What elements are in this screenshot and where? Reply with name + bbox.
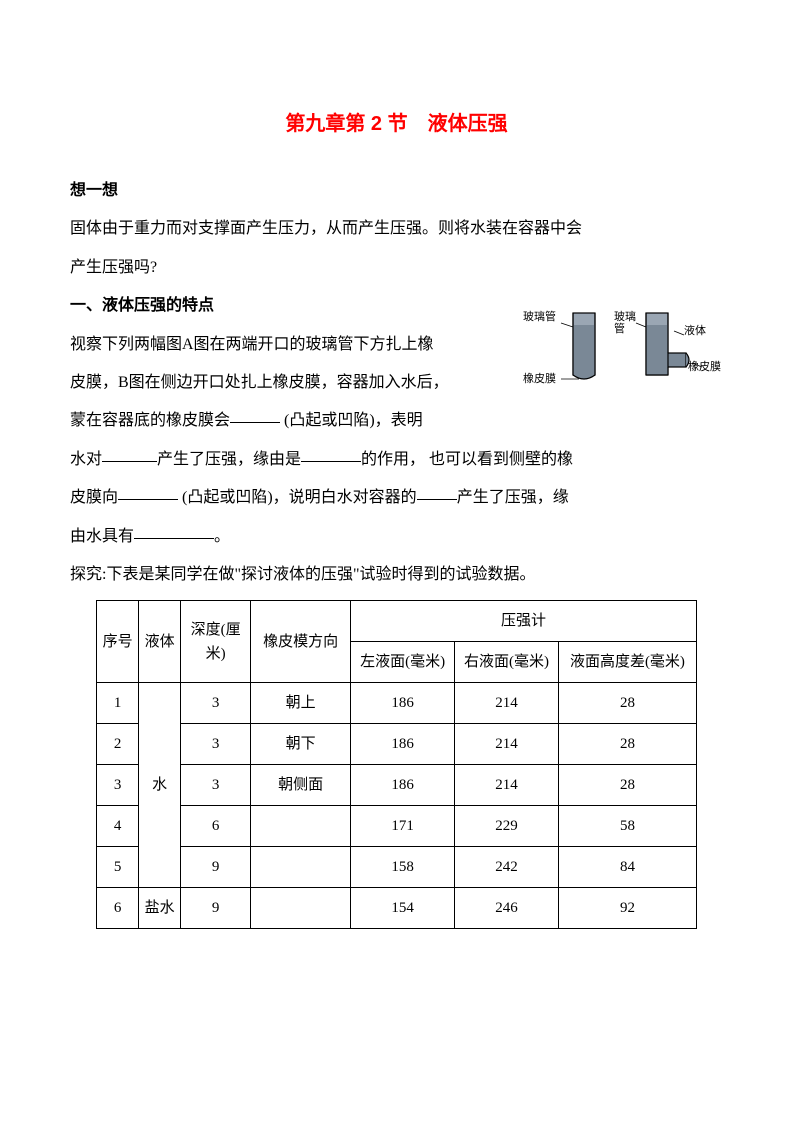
cell-diff: 58 — [559, 806, 697, 847]
section1-line6: 由水具有 。 — [70, 518, 723, 556]
cell-dir: 朝下 — [251, 724, 351, 765]
table-row: 1 水 3 朝上 186 214 28 — [97, 683, 697, 724]
cell-left: 171 — [351, 806, 455, 847]
th-gauge: 压强计 — [351, 601, 697, 642]
cell-diff: 92 — [559, 888, 697, 929]
table-row: 4 6 171 229 58 — [97, 806, 697, 847]
text: 皮膜，B图在侧边开口处扎上橡皮膜，容器加入水后， — [70, 374, 449, 391]
cell-dir: 朝侧面 — [251, 765, 351, 806]
table-row: 2 3 朝下 186 214 28 — [97, 724, 697, 765]
cell-liquid-water: 水 — [139, 683, 181, 888]
th-dir: 橡皮模方向 — [251, 601, 351, 683]
cell-diff: 28 — [559, 765, 697, 806]
cell-diff: 28 — [559, 683, 697, 724]
cell-depth: 9 — [181, 847, 251, 888]
cell-dir: 朝上 — [251, 683, 351, 724]
blank-target2 — [417, 484, 457, 500]
cell-depth: 3 — [181, 724, 251, 765]
cell-depth: 3 — [181, 683, 251, 724]
cell-num: 1 — [97, 683, 139, 724]
text: 的作用， 也可以看到侧壁的橡 — [361, 451, 573, 468]
th-liquid: 液体 — [139, 601, 181, 683]
text: 视察下列两幅图A图在两端开口的玻璃管下方扎上橡 — [70, 336, 434, 353]
cell-dir — [251, 806, 351, 847]
cell-left: 186 — [351, 683, 455, 724]
cell-right: 229 — [455, 806, 559, 847]
label-membrane-b: 橡皮膜 — [688, 361, 721, 373]
blank-reason — [301, 446, 361, 462]
label-liquid-b: 液体 — [684, 325, 706, 337]
text: 水对 — [70, 451, 102, 468]
cell-right: 214 — [455, 683, 559, 724]
text: 产生了压强，缘 — [457, 489, 569, 506]
cell-num: 5 — [97, 847, 139, 888]
data-table: 序号 液体 深度(厘米) 橡皮模方向 压强计 左液面(毫米) 右液面(毫米) 液… — [96, 600, 697, 929]
figure-b: 玻璃管 液体 橡皮膜 — [628, 305, 723, 405]
cell-right: 214 — [455, 724, 559, 765]
text: 产生了压强，缘由是 — [157, 451, 301, 468]
cell-diff: 28 — [559, 724, 697, 765]
table-header-row1: 序号 液体 深度(厘米) 橡皮模方向 压强计 — [97, 601, 697, 642]
blank-property — [134, 523, 214, 539]
blank-membrane-shape — [230, 407, 280, 423]
cell-dir — [251, 847, 351, 888]
think-paragraph-line1: 固体由于重力而对支撑面产生压力，从而产生压强。则将水装在容器中会 — [70, 210, 723, 248]
blank-side-shape — [118, 484, 178, 500]
cell-right: 246 — [455, 888, 559, 929]
cell-right: 242 — [455, 847, 559, 888]
section1-line4: 水对 产生了压强，缘由是 的作用， 也可以看到侧壁的橡 — [70, 441, 723, 479]
page-title: 第九章第 2 节 液体压强 — [70, 100, 723, 148]
cell-right: 214 — [455, 765, 559, 806]
cell-num: 4 — [97, 806, 139, 847]
label-glass-b: 玻璃管 — [614, 311, 638, 335]
think-heading: 想一想 — [70, 172, 723, 210]
cell-depth: 3 — [181, 765, 251, 806]
think-paragraph-line2: 产生压强吗? — [70, 249, 723, 287]
explore-paragraph: 探究:下表是某同学在做"探讨液体的压强"试验时得到的试验数据。 — [70, 556, 723, 594]
cell-depth: 9 — [181, 888, 251, 929]
th-right: 右液面(毫米) — [455, 642, 559, 683]
text: 由水具有 — [70, 528, 134, 545]
blank-target1 — [102, 446, 157, 462]
tube-b-svg — [628, 305, 723, 405]
cell-num: 3 — [97, 765, 139, 806]
cell-num: 2 — [97, 724, 139, 765]
text: 蒙在容器底的橡皮膜会 — [70, 412, 230, 429]
cell-dir — [251, 888, 351, 929]
text: (凸起或凹陷)，说明白水对容器的 — [178, 489, 417, 506]
cell-left: 158 — [351, 847, 455, 888]
section1-line3: 蒙在容器底的橡皮膜会 (凸起或凹陷)，表明 — [70, 402, 723, 440]
text: 。 — [214, 528, 230, 545]
label-glass-a: 玻璃管 — [523, 311, 556, 323]
table-row: 3 3 朝侧面 186 214 28 — [97, 765, 697, 806]
th-left: 左液面(毫米) — [351, 642, 455, 683]
label-membrane-a: 橡皮膜 — [523, 373, 556, 385]
figure-a: 玻璃管 橡皮膜 — [523, 305, 618, 405]
cell-depth: 6 — [181, 806, 251, 847]
section1-line5: 皮膜向 (凸起或凹陷)，说明白水对容器的 产生了压强，缘 — [70, 479, 723, 517]
cell-left: 154 — [351, 888, 455, 929]
th-num: 序号 — [97, 601, 139, 683]
table-row: 6 盐水 9 154 246 92 — [97, 888, 697, 929]
cell-left: 186 — [351, 765, 455, 806]
table-row: 5 9 158 242 84 — [97, 847, 697, 888]
figure-container: 玻璃管 橡皮膜 玻璃管 液体 橡皮膜 — [523, 305, 723, 405]
cell-liquid-salt: 盐水 — [139, 888, 181, 929]
th-diff: 液面高度差(毫米) — [559, 642, 697, 683]
cell-diff: 84 — [559, 847, 697, 888]
cell-left: 186 — [351, 724, 455, 765]
text: (凸起或凹陷)，表明 — [280, 412, 423, 429]
text: 皮膜向 — [70, 489, 118, 506]
cell-num: 6 — [97, 888, 139, 929]
th-depth: 深度(厘米) — [181, 601, 251, 683]
